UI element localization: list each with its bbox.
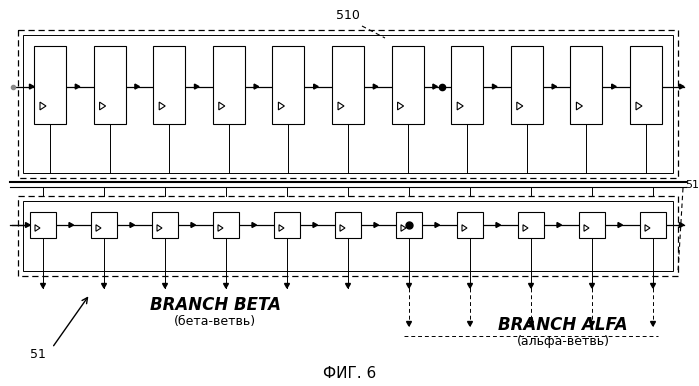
Polygon shape — [135, 84, 139, 89]
Polygon shape — [279, 225, 284, 231]
Polygon shape — [552, 84, 556, 89]
Polygon shape — [130, 222, 134, 227]
Polygon shape — [313, 222, 317, 227]
Polygon shape — [191, 222, 196, 227]
Bar — [94, 46, 126, 124]
Polygon shape — [96, 225, 101, 231]
Polygon shape — [407, 322, 412, 326]
Text: 510: 510 — [336, 9, 360, 22]
Bar — [273, 46, 304, 124]
Polygon shape — [338, 102, 344, 110]
Bar — [332, 46, 364, 124]
Bar — [640, 212, 666, 238]
Bar — [18, 30, 678, 178]
Bar — [153, 46, 185, 124]
Polygon shape — [99, 102, 106, 110]
Polygon shape — [75, 84, 80, 89]
Polygon shape — [345, 283, 350, 288]
Bar — [30, 212, 56, 238]
Polygon shape — [314, 84, 318, 89]
Bar — [18, 196, 678, 276]
Bar — [23, 201, 673, 271]
Bar — [23, 35, 673, 173]
Bar — [391, 46, 424, 124]
Polygon shape — [25, 222, 30, 227]
Bar — [457, 212, 483, 238]
Text: (альфа-ветвь): (альфа-ветвь) — [517, 335, 610, 349]
Polygon shape — [496, 222, 500, 227]
Polygon shape — [373, 84, 377, 89]
Polygon shape — [163, 283, 168, 288]
Polygon shape — [651, 322, 656, 326]
Polygon shape — [69, 222, 73, 227]
Polygon shape — [517, 102, 523, 110]
Polygon shape — [577, 102, 582, 110]
Polygon shape — [398, 102, 403, 110]
Text: 511: 511 — [685, 180, 699, 190]
Polygon shape — [40, 102, 46, 110]
Polygon shape — [101, 283, 106, 288]
Text: 51: 51 — [30, 349, 46, 362]
Bar — [213, 212, 239, 238]
Text: BRANCH ALFA: BRANCH ALFA — [498, 316, 628, 334]
Polygon shape — [157, 225, 162, 231]
Bar — [34, 46, 66, 124]
Text: ФИГ. 6: ФИГ. 6 — [324, 366, 377, 381]
Polygon shape — [589, 322, 594, 326]
Polygon shape — [35, 225, 40, 231]
Polygon shape — [252, 222, 257, 227]
Polygon shape — [278, 102, 284, 110]
Polygon shape — [557, 222, 561, 227]
Polygon shape — [645, 225, 650, 231]
Bar — [579, 212, 605, 238]
Polygon shape — [462, 225, 467, 231]
Polygon shape — [374, 222, 378, 227]
Polygon shape — [493, 84, 497, 89]
Bar — [630, 46, 662, 124]
Polygon shape — [254, 84, 259, 89]
Bar — [335, 212, 361, 238]
Polygon shape — [401, 225, 406, 231]
Bar — [511, 46, 543, 124]
Bar — [451, 46, 483, 124]
Polygon shape — [651, 283, 656, 288]
Text: BRANCH BETA: BRANCH BETA — [150, 296, 280, 314]
Polygon shape — [224, 283, 229, 288]
Polygon shape — [618, 222, 623, 227]
Bar — [152, 212, 178, 238]
Polygon shape — [468, 283, 473, 288]
Polygon shape — [29, 84, 34, 89]
Polygon shape — [284, 283, 289, 288]
Polygon shape — [218, 225, 223, 231]
Bar — [570, 46, 603, 124]
Polygon shape — [41, 283, 45, 288]
Polygon shape — [340, 225, 345, 231]
Bar — [274, 212, 300, 238]
Polygon shape — [457, 102, 463, 110]
Polygon shape — [435, 222, 440, 227]
Bar — [518, 212, 544, 238]
Polygon shape — [433, 84, 438, 89]
Polygon shape — [636, 102, 642, 110]
Polygon shape — [468, 322, 473, 326]
Text: (бета-ветвь): (бета-ветвь) — [174, 315, 256, 328]
Polygon shape — [159, 102, 165, 110]
Polygon shape — [219, 102, 225, 110]
Bar — [91, 212, 117, 238]
Polygon shape — [584, 225, 589, 231]
Bar — [212, 46, 245, 124]
Polygon shape — [528, 283, 533, 288]
Polygon shape — [194, 84, 199, 89]
Polygon shape — [407, 283, 412, 288]
Polygon shape — [679, 84, 684, 89]
Polygon shape — [679, 222, 684, 227]
Polygon shape — [612, 84, 617, 89]
Polygon shape — [589, 283, 594, 288]
Bar — [396, 212, 422, 238]
Polygon shape — [528, 322, 533, 326]
Polygon shape — [523, 225, 528, 231]
